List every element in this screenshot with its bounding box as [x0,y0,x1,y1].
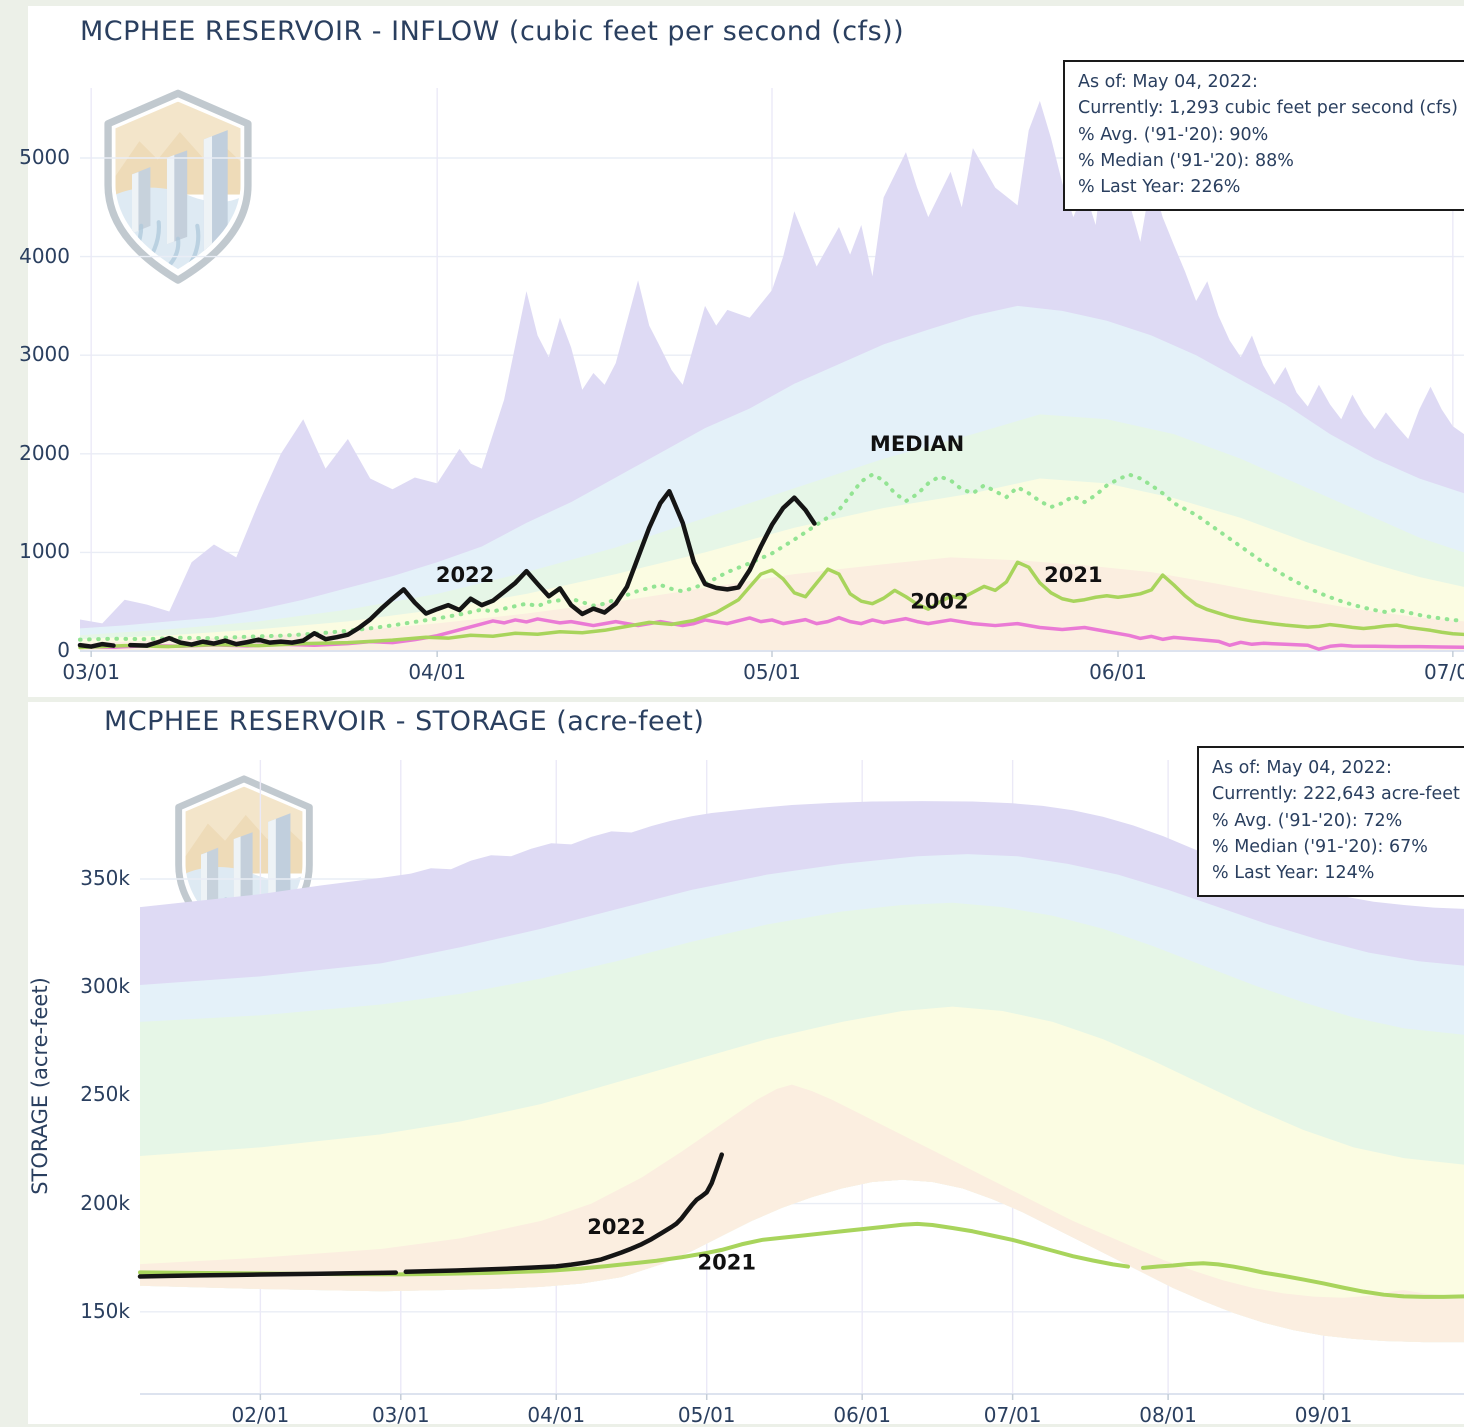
y-tick-label: 5000 [19,145,70,169]
storage-chart-panel: MCPHEE RESERVOIR - STORAGE (acre-feet) S… [28,702,1464,1427]
inflow-chart-panel: MCPHEE RESERVOIR - INFLOW (cubic feet pe… [19,6,1464,697]
y-tick-label: 300k [80,974,130,999]
x-tick-label: 07/01 [983,1403,1042,1427]
x-tick-label: 04/01 [527,1403,586,1427]
x-tick-label: 07/01 [1424,660,1464,684]
x-tick-label: 06/01 [833,1403,891,1427]
band-range-40-60 [80,557,1464,651]
storage-info-box: As of: May 04, 2022: Currently: 222,643 a… [1197,746,1464,898]
storage-plot-area[interactable]: 2022 2021 [137,760,1464,1400]
x-tick-label: 03/01 [371,1403,430,1427]
x-tick-label: 05/01 [743,660,801,684]
x-tick-label: 04/01 [408,660,466,684]
info-line: % Last Year: 124% [1212,863,1375,883]
info-line: Currently: 1,293 cubic feet per second (… [1078,98,1458,119]
x-tick-label: 09/01 [1294,1403,1353,1427]
series-line-2022 [137,1270,399,1279]
y-tick-label: 3000 [19,342,70,367]
y-tick-label: 1000 [19,539,70,564]
x-tick-label: 06/01 [1089,660,1147,684]
inflow-info-box: As of: May 04, 2022: Currently: 1,293 cub… [1063,60,1464,212]
y-tick-label: 250k [80,1082,130,1107]
annotation-2002: 2002 [910,590,968,614]
band-range-40-60 [140,1084,1464,1343]
info-line: % Avg. ('91-'20): 90% [1078,124,1269,145]
series-line-2021 [78,560,1464,650]
reservoir-dam-logo-watermark [104,89,252,284]
info-line: Currently: 222,643 acre-feet [1212,784,1460,805]
inflow-chart-svg[interactable]: MEDIAN 2022 2021 2002 [77,88,1464,657]
x-tick-label: 02/01 [231,1403,290,1427]
storage-chart-svg[interactable]: 2022 2021 [137,760,1464,1400]
storage-chart-title: MCPHEE RESERVOIR - STORAGE (acre-feet) [104,706,705,737]
info-line: As of: May 04, 2022: [1078,72,1258,92]
y-tick-label: 350k [80,866,130,890]
x-tick-label: 05/01 [677,1403,736,1427]
annotation-2021: 2021 [698,1251,756,1275]
info-line: % Median ('91-'20): 88% [1078,150,1294,171]
x-tick-label: 08/01 [1139,1403,1197,1427]
annotation-2022: 2022 [436,563,494,587]
info-line: As of: May 04, 2022: [1212,758,1392,778]
info-line: % Last Year: 226% [1078,177,1241,197]
info-line: % Median ('91-'20): 67% [1212,836,1428,857]
series-line-2002 [78,615,1464,651]
inflow-chart-title: MCPHEE RESERVOIR - INFLOW (cubic feet pe… [80,16,905,47]
annotation-2021: 2021 [1044,563,1102,587]
inflow-plot-area[interactable]: MEDIAN 2022 2021 2002 [77,88,1464,657]
series-line-2022 [77,641,116,649]
series-line-2022 [127,489,817,648]
y-tick-label: 4000 [19,243,70,268]
annotation-2022: 2022 [587,1215,645,1239]
y-tick-label: 2000 [19,440,70,465]
series-line-2021 [138,1221,1130,1277]
series-line-2021 [1141,1261,1464,1299]
y-tick-label: 0 [57,638,70,662]
annotation-median: MEDIAN [870,432,964,456]
info-line: % Avg. ('91-'20): 72% [1212,810,1403,831]
x-tick-label: 03/01 [62,660,120,684]
y-tick-label: 200k [80,1190,130,1215]
series-line-2022 [403,1152,725,1274]
y-tick-label: 150k [80,1298,130,1323]
